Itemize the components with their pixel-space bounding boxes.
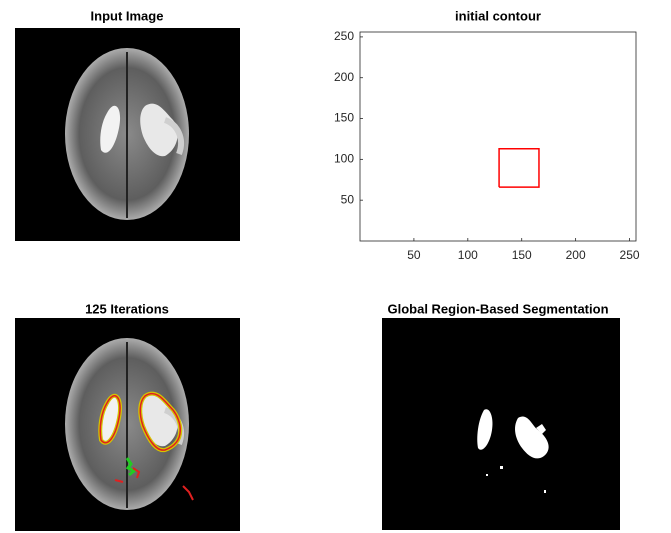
x-tick-label: 150 — [512, 248, 532, 262]
x-tick-label: 100 — [458, 248, 478, 262]
panel-title: Input Image — [91, 8, 164, 23]
y-tick-label: 50 — [341, 192, 355, 206]
image-panel — [382, 318, 620, 530]
image-panel — [15, 318, 240, 531]
x-tick-label: 250 — [620, 248, 640, 262]
panel-title: initial contour — [455, 8, 541, 23]
x-tick-label: 200 — [566, 248, 586, 262]
y-tick-label: 250 — [334, 29, 354, 43]
y-tick-label: 200 — [334, 70, 354, 84]
panel-title: Global Region-Based Segmentation — [387, 301, 608, 316]
panel-title: 125 Iterations — [85, 301, 169, 316]
y-tick-label: 100 — [334, 152, 354, 166]
axes-box — [360, 32, 636, 241]
image-panel — [15, 28, 240, 241]
x-tick-label: 50 — [407, 248, 421, 262]
y-tick-label: 150 — [334, 111, 354, 125]
figure: Input Image initial contour 125 Iteratio… — [0, 0, 671, 533]
